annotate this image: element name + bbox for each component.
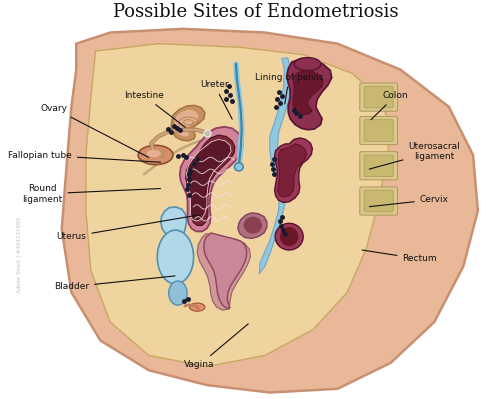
Text: Ovary: Ovary	[41, 104, 149, 158]
Text: Uterus: Uterus	[56, 215, 200, 241]
Text: Round
ligament: Round ligament	[22, 184, 160, 203]
Polygon shape	[259, 58, 292, 274]
Text: Colon: Colon	[371, 91, 408, 120]
Polygon shape	[197, 234, 250, 310]
Ellipse shape	[280, 227, 298, 246]
Ellipse shape	[190, 303, 205, 311]
Text: Fallopian tube: Fallopian tube	[8, 150, 160, 162]
Polygon shape	[180, 127, 242, 231]
Polygon shape	[286, 59, 332, 130]
Polygon shape	[174, 109, 199, 137]
FancyBboxPatch shape	[364, 86, 393, 108]
FancyBboxPatch shape	[364, 155, 393, 176]
Ellipse shape	[158, 230, 194, 284]
Ellipse shape	[244, 217, 262, 234]
Text: Uterosacral
ligament: Uterosacral ligament	[370, 142, 460, 169]
Text: Cervix: Cervix	[370, 195, 449, 207]
Polygon shape	[186, 139, 231, 221]
FancyBboxPatch shape	[364, 120, 393, 141]
Text: Lining of pelvis: Lining of pelvis	[255, 73, 324, 104]
FancyBboxPatch shape	[360, 187, 398, 215]
Text: Adobe Stock | #404131699: Adobe Stock | #404131699	[16, 217, 22, 293]
Text: Ureter: Ureter	[200, 80, 232, 119]
Ellipse shape	[146, 150, 161, 157]
Polygon shape	[293, 70, 323, 115]
Ellipse shape	[168, 281, 187, 305]
Ellipse shape	[294, 57, 321, 71]
Polygon shape	[238, 213, 267, 239]
Polygon shape	[171, 105, 205, 141]
Ellipse shape	[275, 223, 303, 250]
Polygon shape	[161, 207, 186, 237]
Polygon shape	[62, 29, 478, 393]
Text: Intestine: Intestine	[124, 91, 186, 127]
Ellipse shape	[234, 163, 243, 171]
Text: Vagina: Vagina	[184, 324, 248, 369]
FancyBboxPatch shape	[360, 83, 398, 111]
Text: Rectum: Rectum	[362, 250, 437, 263]
Title: Possible Sites of Endometriosis: Possible Sites of Endometriosis	[112, 3, 398, 21]
FancyBboxPatch shape	[364, 190, 393, 212]
Polygon shape	[274, 138, 312, 203]
Polygon shape	[86, 43, 391, 367]
Polygon shape	[186, 135, 235, 225]
Text: Bladder: Bladder	[54, 276, 175, 291]
FancyBboxPatch shape	[360, 152, 398, 180]
Polygon shape	[204, 233, 246, 308]
Ellipse shape	[138, 145, 173, 165]
Polygon shape	[278, 144, 306, 198]
FancyBboxPatch shape	[360, 117, 398, 144]
